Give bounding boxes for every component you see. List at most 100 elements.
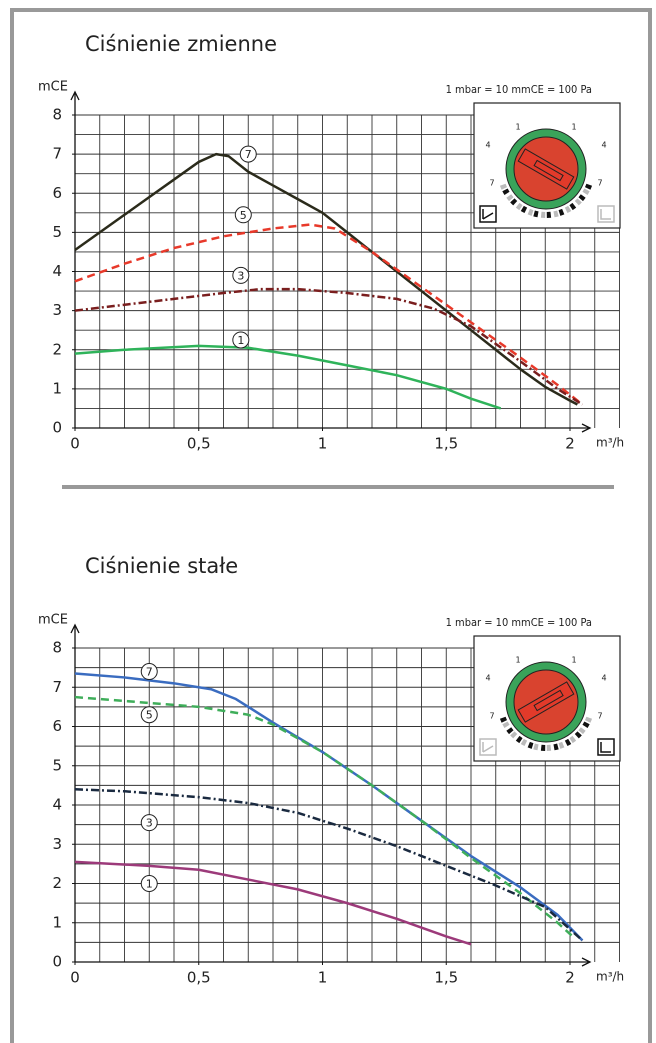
curve-label: 5 (240, 209, 247, 222)
dial-scale (533, 743, 539, 751)
x-axis-arrow (581, 423, 592, 433)
curve-label-circle (232, 331, 250, 349)
curve (74, 344, 502, 410)
curve-label-circle (239, 145, 257, 163)
dial-handle-slot (533, 689, 564, 712)
curve (74, 152, 579, 406)
y-tick-label: 7 (52, 145, 62, 163)
dial-scale (533, 210, 539, 218)
y-axis-label: mCE (38, 613, 68, 628)
y-axis-arrow (70, 623, 80, 634)
x-axis-arrow (581, 957, 592, 967)
dial-scale (502, 188, 510, 195)
curve-label: 7 (245, 148, 252, 161)
x-tick-label: 0,5 (187, 969, 211, 987)
dial-scale (510, 198, 518, 206)
dial-scale (564, 205, 572, 214)
curve (74, 223, 584, 406)
dial-label: 4 (485, 674, 490, 683)
dial-scale (499, 183, 508, 190)
y-tick-label: 0 (52, 953, 62, 971)
dial-label: 7 (597, 179, 602, 188)
y-tick-label: 2 (52, 874, 62, 892)
dial-label: 1 (515, 123, 520, 132)
curve-label: 3 (237, 269, 244, 282)
dial-scale (569, 735, 577, 744)
x-tick-label: 1 (318, 969, 328, 987)
mode-icon-mark (600, 209, 611, 220)
y-tick-label: 2 (52, 340, 62, 358)
dial-scale (553, 210, 559, 218)
curve-label: 3 (146, 817, 153, 830)
x-tick-label: 0,5 (187, 435, 211, 453)
curve (74, 788, 584, 942)
x-tick-label: 2 (565, 969, 575, 987)
note: 1 mbar = 10 mmCE = 100 Pa (446, 83, 592, 96)
mode-icon (479, 205, 497, 223)
dial-label: 4 (601, 141, 606, 150)
y-tick-label: 8 (52, 639, 62, 657)
curve-label: 1 (237, 334, 244, 347)
y-tick-label: 5 (52, 756, 62, 774)
dial-scale (578, 194, 586, 202)
y-tick-label: 6 (52, 717, 62, 735)
y-axis-label: mCE (38, 80, 68, 95)
x-tick-label: 1 (318, 435, 328, 453)
dial-scale (527, 208, 534, 216)
y-tick-label: 0 (52, 419, 62, 437)
dial-scale (569, 202, 577, 211)
y-tick-label: 8 (52, 106, 62, 124)
y-tick-label: 3 (52, 835, 62, 853)
dial-scale (578, 727, 586, 735)
mode-inset: 1 1 4 4 7 7 (473, 635, 621, 762)
dial-handle (517, 681, 575, 723)
mode-icon (597, 738, 615, 756)
x-axis-label: m³/h (596, 970, 624, 984)
dial-scale (582, 188, 590, 195)
dial-label: 7 (489, 179, 494, 188)
x-tick-label: 2 (565, 435, 575, 453)
dial-scale (520, 205, 528, 214)
dial-scale (553, 743, 559, 751)
dial-scale (574, 731, 582, 739)
mode-icon-mark (482, 209, 494, 220)
x-tick-label: 1,5 (434, 969, 458, 987)
dial-scale (515, 202, 523, 211)
dial-scale (499, 716, 508, 723)
dial-label: 7 (489, 712, 494, 721)
dial-handle-slot (533, 159, 564, 182)
dial-scale (582, 721, 590, 728)
y-tick-label: 1 (52, 379, 62, 397)
dial-scale (506, 727, 514, 735)
dial-label: 1 (515, 656, 520, 665)
dial-label: 7 (597, 712, 602, 721)
chart-title: Ciśnienie stałe (85, 554, 238, 578)
dial-scale (527, 741, 534, 749)
mode-icon-mark (600, 742, 611, 753)
curve-label-circle (140, 875, 158, 892)
dial-scale (520, 738, 528, 747)
curve-label-circle (232, 266, 250, 284)
dial-scale (574, 198, 582, 206)
y-tick-label: 4 (52, 796, 62, 814)
y-axis-arrow (70, 90, 80, 101)
dial-label: 4 (485, 141, 490, 150)
y-tick-label: 3 (52, 301, 62, 319)
chart-title: Ciśnienie zmienne (85, 32, 277, 56)
dial-scale (584, 716, 593, 723)
dial-scale (515, 735, 523, 744)
curve (74, 860, 472, 946)
dial-scale (558, 741, 565, 749)
dial-scale (502, 721, 510, 728)
dial-label: 1 (571, 656, 576, 665)
dial-scale (510, 731, 518, 739)
curve (74, 287, 584, 406)
dial-scale (564, 738, 572, 747)
dial-scale (506, 194, 514, 202)
x-tick-label: 0 (70, 969, 80, 987)
x-tick-label: 0 (70, 435, 80, 453)
curve-label-circle (234, 206, 252, 224)
mode-icon-mark (482, 742, 494, 753)
curve-label-circle (140, 814, 158, 832)
